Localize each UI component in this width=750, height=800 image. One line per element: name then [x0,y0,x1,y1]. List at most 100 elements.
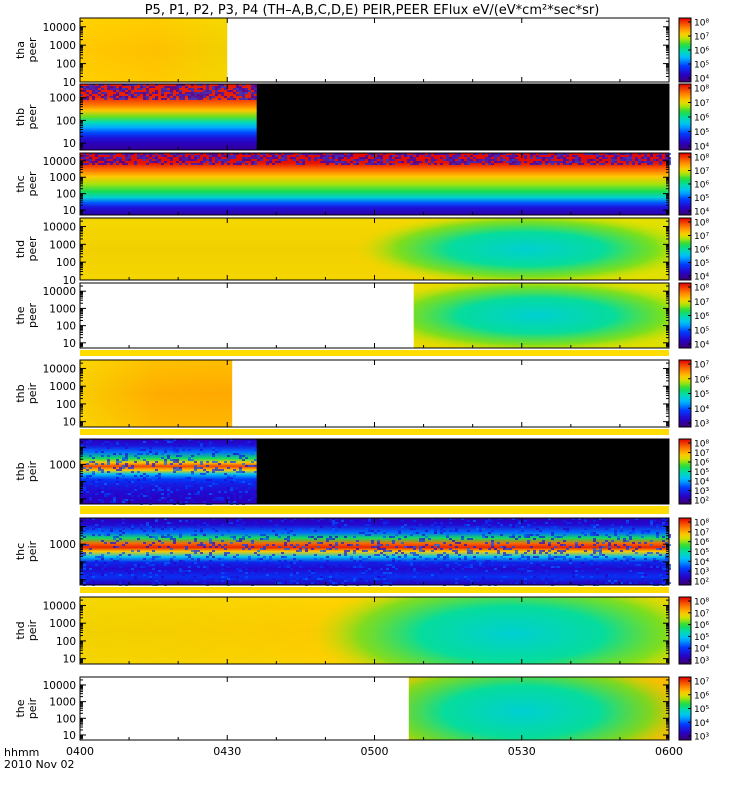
x-tick-label: 0600 [655,745,683,758]
y-tick-label: 10 [63,77,76,89]
colorbar-tick-label: 10⁷ [694,33,709,43]
x-tick-label: 0430 [213,745,241,758]
instrument-label: peer [26,37,39,63]
colorbar-tick-label: 10⁵ [694,548,709,558]
probe-label: tha [14,41,27,59]
colorbar-tick-label: 10⁷ [694,528,709,538]
colorbar-tick-label: 10⁵ [694,61,709,71]
y-tick-label: 10000 [43,22,76,34]
colorbar-tick-label: 10⁶ [694,312,709,322]
separator-bar [80,429,669,435]
y-tick-label: 1000 [49,459,76,471]
instrument-label: peer [26,303,39,329]
instrument-label: peir [26,540,39,562]
colorbar-tick-label: 10⁴ [694,405,709,415]
colorbar-tick-label: 10⁴ [694,143,709,153]
y-tick-label: 10000 [43,156,76,168]
instrument-label: peer [26,236,39,262]
colorbar-tick-label: 10⁴ [694,273,709,283]
y-tick-label: 1000 [49,618,76,630]
probe-label: thd [14,240,27,258]
x-tick-label: 0400 [66,745,94,758]
colorbar: 10⁴ 10⁵ 10⁶ 10⁷ 10⁸ [678,217,709,283]
colorbar-tick-label: 10⁴ [694,341,709,351]
y-tick-label: 1000 [49,539,76,551]
panel-thb-peir: 10 100 1000 10000 thb peir 10³ 10⁴ 10⁵ 10⁶ 10⁷ [14,359,709,430]
colorbar-tick-label: 10³ [694,420,709,430]
instrument-label: peir [26,460,39,482]
colorbar-tick-label: 10⁶ [694,459,709,469]
colorbar-tick-label: 10³ [694,657,709,667]
instrument-label: peir [26,619,39,641]
y-tick-label: 1000 [49,303,76,315]
colorbar-tick-label: 10⁵ [694,259,709,269]
y-tick-label: 10000 [43,600,76,612]
colorbar-tick-label: 10⁸ [694,85,709,95]
panel-tha-peer: 10 100 1000 10000 tha peer 10⁴ 10⁵ 10⁶ 10⁷ 10⁸ [14,17,709,89]
colorbar-tick-label: 10⁷ [694,449,709,459]
colorbar-tick-label: 10⁸ [694,598,709,608]
y-tick-label: 10 [63,275,76,287]
colorbar-tick-label: 10⁵ [694,128,709,138]
y-tick-label: 1000 [49,381,76,393]
colorbar-tick-label: 10⁷ [694,298,709,308]
y-tick-label: 10 [63,730,76,742]
instrument-label: peer [26,171,39,197]
colorbar-tick-label: 10⁷ [694,99,709,109]
flux-noise [80,84,257,100]
panel-the-peer: 10 100 1000 10000 the peer 10⁴ 10⁵ 10⁶ 10⁷ 10⁸ [14,282,709,351]
colorbar-tick-label: 10⁶ [694,246,709,256]
probe-label: the [14,306,27,324]
y-tick-label: 10000 [43,363,76,375]
colorbar-tick-label: 10⁸ [694,284,709,294]
colorbar-tick-label: 10⁵ [694,194,709,204]
colorbar-tick-label: 10² [694,497,709,507]
separator-bar [80,587,669,593]
colorbar-tick-label: 10⁵ [694,633,709,643]
colorbar-tick-label: 10⁶ [694,375,709,385]
panel-thd-peer: 10 100 1000 10000 thd peer 10⁴ 10⁵ 10⁶ 10⁷ 10⁸ [14,217,709,287]
colorbar-tick-label: 10⁷ [694,167,709,177]
colorbar-tick-label: 10⁶ [694,47,709,57]
colorbar-tick-label: 10⁷ [694,678,709,688]
colorbar-tick-label: 10⁶ [694,538,709,548]
colorbar-tick-label: 10⁶ [694,691,709,701]
y-tick-label: 100 [56,115,76,127]
y-tick-label: 1000 [49,239,76,251]
flux-shading [80,18,228,82]
probe-label: thb [14,462,27,480]
y-tick-label: 10 [63,417,76,429]
y-tick-label: 10 [63,138,76,150]
y-tick-label: 10 [63,205,76,217]
x-tick-label: 0500 [361,745,389,758]
colorbar-tick-label: 10³ [694,733,709,743]
panel-thb-peer: 10 100 1000 thb peer 10⁴ 10⁵ 10⁶ 10⁷ 10⁸ [14,83,709,153]
panel-the-peir: 10 100 1000 10000 the peir 10³ 10⁴ 10⁵ 10⁶ 10⁷ [14,676,709,743]
y-tick-label: 100 [56,636,76,648]
colorbar-tick-label: 10⁶ [694,621,709,631]
colorbar-tick-label: 10³ [694,487,709,497]
colorbar-tick-label: 10³ [694,568,709,578]
time-axis: 0400 0430 0500 0530 0600 [66,18,683,758]
y-tick-label: 1000 [49,40,76,52]
flux-minimum [413,283,669,348]
x-tick-label: 0530 [508,745,536,758]
colorbar-tick-label: 10⁷ [694,361,709,371]
probe-label: thc [14,543,27,560]
flux-shading [80,360,233,427]
colorbar-tick-label: 10² [694,578,709,588]
colorbar: 10³ 10⁴ 10⁵ 10⁶ 10⁷ [678,676,709,743]
y-tick-label: 100 [56,189,76,201]
separator-bar [80,506,669,514]
instrument-label: peir [26,697,39,719]
colorbar-tick-label: 10⁵ [694,390,709,400]
y-tick-label: 10000 [43,222,76,234]
colorbar-tick-label: 10⁵ [694,468,709,478]
colorbar-tick-label: 10⁸ [694,440,709,450]
y-tick-label: 100 [56,59,76,71]
flux-minimum [408,677,669,740]
